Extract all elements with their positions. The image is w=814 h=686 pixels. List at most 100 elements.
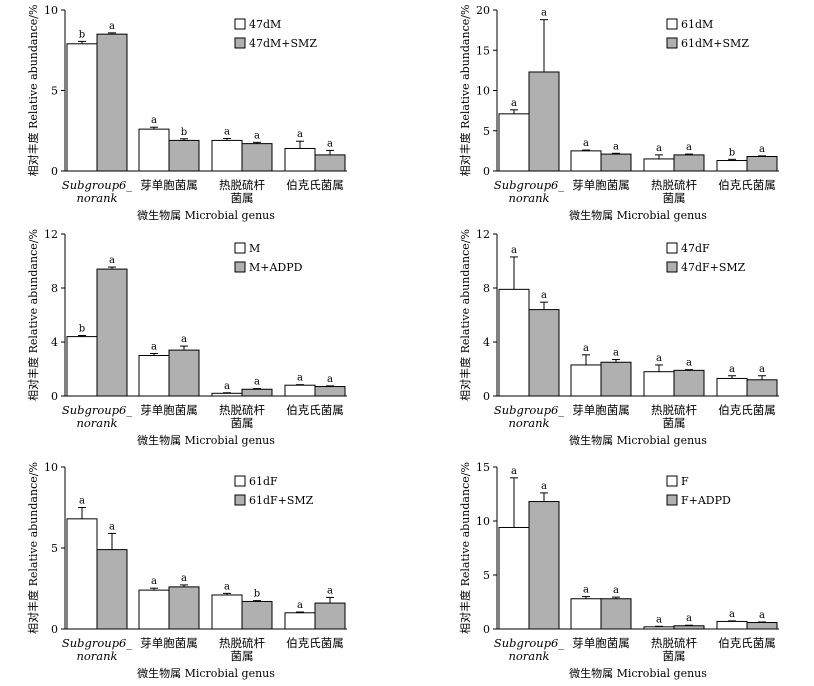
significance-letter: a bbox=[583, 138, 589, 149]
x-category-label: norank bbox=[76, 191, 117, 205]
bar bbox=[600, 598, 632, 630]
significance-letter: a bbox=[297, 373, 303, 384]
bar bbox=[600, 361, 632, 397]
bar bbox=[241, 388, 273, 397]
chart-panel-6: 0 5 10 15 相对丰度 Relative abundance/% a a a a a a a a S… bbox=[458, 461, 779, 680]
y-tick-label: 12 bbox=[44, 228, 58, 241]
bar bbox=[600, 153, 632, 172]
x-category-label: 菌属 bbox=[231, 649, 254, 663]
x-category-label: 热脱硫杆 bbox=[219, 403, 265, 417]
x-category-label: 芽单胞菌属 bbox=[572, 178, 630, 192]
x-category-label: 热脱硫杆 bbox=[219, 636, 265, 650]
significance-letter: a bbox=[327, 585, 333, 596]
chart-panel-5: 0 5 10 相对丰度 Relative abundance/% a a a a a a b a Sub… bbox=[26, 461, 347, 680]
significance-letter: a bbox=[151, 341, 157, 352]
x-axis-title: 微生物属 Microbial genus bbox=[569, 208, 707, 222]
significance-letter: a bbox=[541, 481, 547, 492]
significance-letter: a bbox=[511, 245, 517, 256]
y-tick-label: 0 bbox=[51, 623, 58, 636]
y-tick-label: 10 bbox=[476, 85, 490, 98]
significance-letter: a bbox=[511, 466, 517, 477]
significance-letter: a bbox=[656, 143, 662, 154]
bar bbox=[241, 600, 273, 630]
x-axis-title: 微生物属 Microbial genus bbox=[137, 433, 275, 447]
significance-letter: a bbox=[254, 130, 260, 141]
legend-label: 47dM+SMZ bbox=[249, 37, 317, 50]
y-tick-label: 4 bbox=[51, 336, 58, 349]
legend-label: 47dF bbox=[681, 242, 710, 255]
legend-label: 61dF+SMZ bbox=[249, 494, 314, 507]
bar bbox=[673, 154, 705, 172]
x-category-label: 芽单胞菌属 bbox=[140, 636, 198, 650]
bar bbox=[66, 518, 98, 630]
bar bbox=[284, 612, 316, 630]
x-category-label: 芽单胞菌属 bbox=[140, 403, 198, 417]
y-tick-label: 15 bbox=[476, 461, 490, 474]
bar bbox=[570, 598, 602, 630]
x-category-label: 伯克氏菌属 bbox=[718, 178, 776, 192]
x-category-label: 菌属 bbox=[663, 649, 686, 663]
bar bbox=[716, 620, 748, 630]
bar bbox=[716, 377, 748, 397]
bar bbox=[168, 139, 200, 172]
y-tick-label: 5 bbox=[483, 125, 490, 138]
significance-letter: a bbox=[224, 126, 230, 137]
x-category-label: 伯克氏菌属 bbox=[718, 403, 776, 417]
legend-swatch bbox=[666, 261, 678, 273]
significance-letter: a bbox=[613, 585, 619, 596]
bar bbox=[498, 113, 530, 172]
x-category-label: 菌属 bbox=[231, 416, 254, 430]
legend-label: M+ADPD bbox=[249, 261, 303, 274]
legend-swatch bbox=[666, 242, 678, 254]
bar bbox=[211, 594, 243, 630]
significance-letter: a bbox=[541, 290, 547, 301]
y-tick-label: 20 bbox=[476, 4, 490, 17]
y-tick-label: 15 bbox=[476, 44, 490, 57]
legend-swatch bbox=[234, 261, 246, 273]
y-tick-label: 0 bbox=[51, 390, 58, 403]
x-category-label: 热脱硫杆 bbox=[651, 403, 697, 417]
y-tick-label: 5 bbox=[483, 569, 490, 582]
legend-label: F+ADPD bbox=[681, 494, 731, 507]
x-axis-title: 微生物属 Microbial genus bbox=[569, 433, 707, 447]
significance-letter: a bbox=[613, 348, 619, 359]
y-tick-label: 4 bbox=[483, 336, 490, 349]
significance-letter: a bbox=[541, 8, 547, 19]
bar bbox=[138, 355, 170, 397]
significance-letter: a bbox=[224, 581, 230, 592]
y-tick-label: 10 bbox=[476, 515, 490, 528]
x-category-label: 伯克氏菌属 bbox=[718, 636, 776, 650]
significance-letter: b bbox=[79, 29, 85, 40]
x-category-label: 热脱硫杆 bbox=[651, 636, 697, 650]
significance-letter: a bbox=[729, 609, 735, 620]
legend-swatch bbox=[666, 494, 678, 506]
bar bbox=[746, 156, 778, 172]
bar bbox=[643, 626, 675, 630]
legend-swatch bbox=[234, 475, 246, 487]
y-tick-label: 0 bbox=[483, 623, 490, 636]
significance-letter: a bbox=[181, 573, 187, 584]
y-tick-label: 10 bbox=[44, 4, 58, 17]
bar bbox=[673, 625, 705, 630]
significance-letter: a bbox=[297, 129, 303, 140]
y-tick-label: 12 bbox=[476, 228, 490, 241]
y-axis-title: 相对丰度 Relative abundance/% bbox=[458, 462, 472, 634]
y-tick-label: 0 bbox=[483, 165, 490, 178]
bar bbox=[643, 371, 675, 397]
chart-panel-1: 0 5 10 相对丰度 Relative abundance/% b a a a a b a a Sub… bbox=[26, 4, 347, 222]
significance-letter: a bbox=[327, 374, 333, 385]
bar bbox=[96, 268, 128, 397]
significance-letter: a bbox=[759, 610, 765, 621]
bar bbox=[528, 71, 560, 172]
significance-letter: a bbox=[656, 353, 662, 364]
legend-swatch bbox=[234, 494, 246, 506]
significance-letter: a bbox=[224, 381, 230, 392]
x-category-label: Subgroup6_ bbox=[494, 636, 565, 650]
legend-label: 61dF bbox=[249, 475, 278, 488]
legend-label: 47dM bbox=[249, 18, 281, 31]
significance-letter: a bbox=[656, 614, 662, 625]
legend-swatch bbox=[234, 18, 246, 30]
legend-swatch bbox=[666, 37, 678, 49]
x-category-label: norank bbox=[76, 416, 117, 430]
